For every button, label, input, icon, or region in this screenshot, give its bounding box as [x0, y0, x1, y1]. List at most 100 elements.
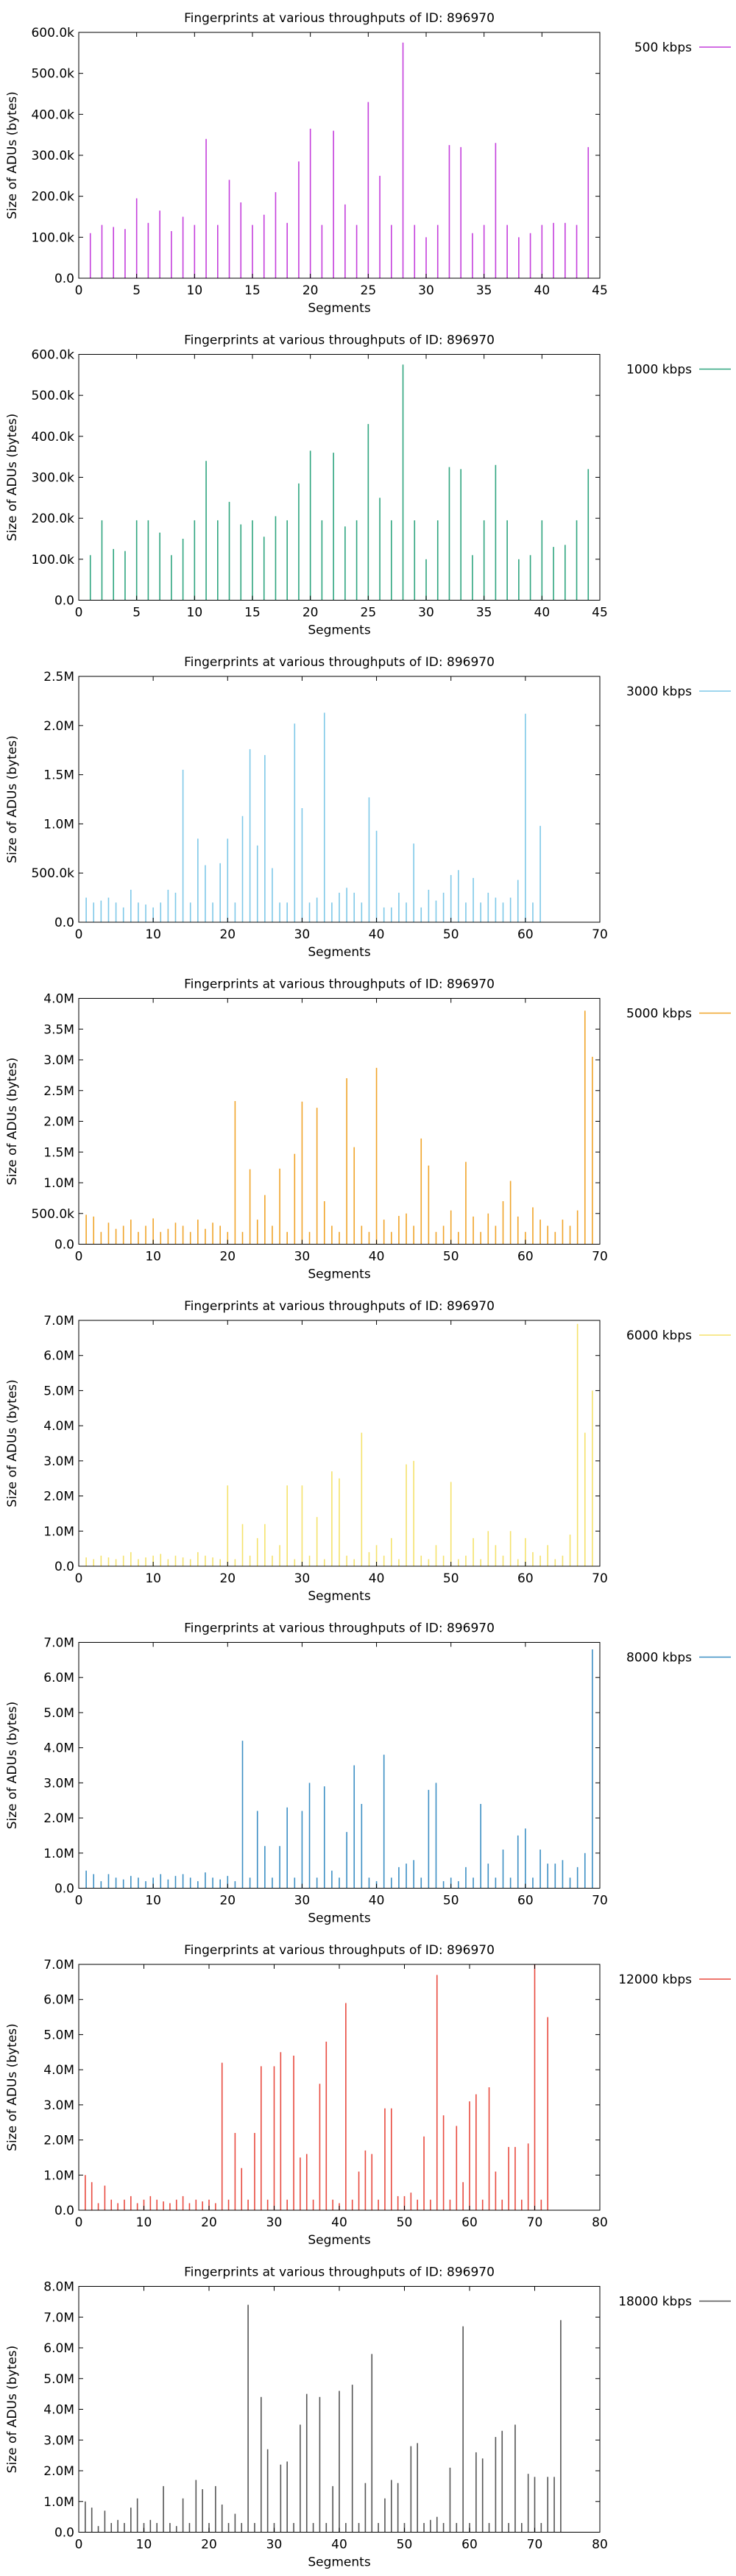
y-tick-label: 0.0 [54, 594, 74, 609]
x-tick-label: 30 [294, 1250, 311, 1264]
y-tick-label: 200.0k [31, 190, 74, 205]
x-axis-label: Segments [308, 301, 371, 316]
x-tick-label: 50 [443, 1250, 459, 1264]
x-tick-label: 40 [369, 927, 385, 942]
x-tick-label: 0 [75, 606, 83, 620]
x-tick-label: 20 [219, 1250, 236, 1264]
y-axis-label: Size of ADUs (bytes) [5, 1379, 20, 1507]
x-tick-label: 80 [592, 2538, 608, 2552]
plot-frame [78, 1320, 601, 1567]
y-tick-label: 5.0M [43, 1706, 74, 1721]
y-tick-label: 4.0M [43, 1741, 74, 1756]
y-tick-label: 500.0k [31, 389, 74, 403]
y-tick-label: 3.0M [43, 2433, 74, 2448]
y-axis-label: Size of ADUs (bytes) [5, 1058, 20, 1186]
chart-title: Fingerprints at various throughputs of I… [184, 655, 495, 670]
x-tick-label: 20 [219, 1894, 236, 1908]
y-tick-label: 7.0M [43, 2310, 74, 2325]
plot-frame [78, 998, 601, 1245]
y-tick-label: 500.0k [31, 67, 74, 82]
chart-title: Fingerprints at various throughputs of I… [184, 2265, 495, 2280]
legend-label: 8000 kbps [626, 1651, 692, 1666]
x-tick-label: 20 [219, 1571, 236, 1586]
x-tick-label: 70 [527, 2538, 543, 2552]
x-tick-label: 40 [534, 606, 551, 620]
plot-frame [78, 676, 601, 923]
bars [85, 1964, 549, 2210]
y-tick-label: 2.0M [43, 1811, 74, 1826]
bars [85, 2304, 562, 2533]
y-tick-label: 4.0M [43, 2063, 74, 2078]
chart-panel-2: Fingerprints at various throughputs of I… [5, 333, 731, 638]
chart-title: Fingerprints at various throughputs of I… [184, 1299, 495, 1314]
x-tick-label: 45 [592, 283, 608, 298]
y-tick-label: 4.0M [43, 992, 74, 1007]
x-tick-label: 20 [219, 927, 236, 942]
y-tick-label: 100.0k [31, 230, 74, 245]
y-tick-label: 400.0k [31, 430, 74, 445]
bars [85, 1011, 593, 1245]
chart-panel-4: Fingerprints at various throughputs of I… [5, 977, 731, 1282]
x-tick-label: 50 [443, 927, 459, 942]
plot-frame [78, 354, 601, 601]
y-tick-label: 3.0M [43, 1454, 74, 1469]
x-tick-label: 20 [201, 2215, 217, 2230]
y-axis-label: Size of ADUs (bytes) [5, 1702, 20, 1830]
chart-panel-1: Fingerprints at various throughputs of I… [5, 11, 731, 316]
y-tick-label: 100.0k [31, 553, 74, 567]
y-tick-label: 5.0M [43, 1384, 74, 1398]
x-tick-label: 0 [75, 1571, 83, 1586]
x-axis-label: Segments [308, 1911, 371, 1926]
x-tick-label: 15 [244, 606, 261, 620]
x-tick-label: 10 [145, 1571, 161, 1586]
y-tick-label: 300.0k [31, 471, 74, 486]
x-tick-label: 70 [592, 1571, 608, 1586]
legend-label: 500 kbps [634, 40, 692, 55]
x-tick-label: 40 [534, 283, 551, 298]
bars [89, 364, 590, 601]
x-tick-label: 60 [517, 1894, 534, 1908]
legend: 18000 kbps [618, 2295, 731, 2310]
x-tick-label: 0 [75, 927, 83, 942]
x-axis-label: Segments [308, 623, 371, 638]
legend: 6000 kbps [626, 1328, 731, 1343]
x-tick-label: 5 [132, 283, 141, 298]
chart-panel-3: Fingerprints at various throughputs of I… [5, 655, 731, 960]
legend: 8000 kbps [626, 1651, 731, 1666]
y-tick-label: 1.5M [43, 768, 74, 783]
x-tick-label: 15 [244, 283, 261, 298]
x-tick-label: 50 [397, 2215, 413, 2230]
y-tick-label: 600.0k [31, 348, 74, 363]
y-tick-label: 300.0k [31, 149, 74, 163]
chart-title: Fingerprints at various throughputs of I… [184, 1621, 495, 1636]
y-tick-label: 1.0M [43, 2168, 74, 2183]
x-tick-label: 20 [201, 2538, 217, 2552]
legend-label: 3000 kbps [626, 684, 692, 699]
y-tick-label: 2.5M [43, 1084, 74, 1099]
legend: 500 kbps [634, 40, 731, 55]
y-tick-label: 5.0M [43, 2028, 74, 2042]
y-tick-label: 6.0M [43, 1993, 74, 2008]
legend: 5000 kbps [626, 1007, 731, 1022]
y-tick-label: 2.0M [43, 2464, 74, 2479]
legend: 12000 kbps [618, 1972, 731, 1987]
y-tick-label: 5.0M [43, 2372, 74, 2387]
y-tick-label: 1.5M [43, 1145, 74, 1160]
y-tick-label: 3.0M [43, 2098, 74, 2113]
x-tick-label: 30 [266, 2538, 283, 2552]
x-tick-label: 10 [145, 1250, 161, 1264]
x-tick-label: 40 [369, 1894, 385, 1908]
legend-label: 18000 kbps [618, 2295, 692, 2310]
x-tick-label: 10 [136, 2215, 152, 2230]
x-tick-label: 40 [369, 1250, 385, 1264]
y-tick-label: 4.0M [43, 2403, 74, 2418]
x-tick-label: 10 [136, 2538, 152, 2552]
y-tick-label: 0.0 [54, 2204, 74, 2218]
y-tick-label: 3.0M [43, 1776, 74, 1791]
chart-title: Fingerprints at various throughputs of I… [184, 1943, 495, 1958]
bars [85, 1649, 593, 1889]
y-tick-label: 6.0M [43, 1349, 74, 1364]
y-tick-label: 600.0k [31, 26, 74, 40]
chart-title: Fingerprints at various throughputs of I… [184, 11, 495, 26]
